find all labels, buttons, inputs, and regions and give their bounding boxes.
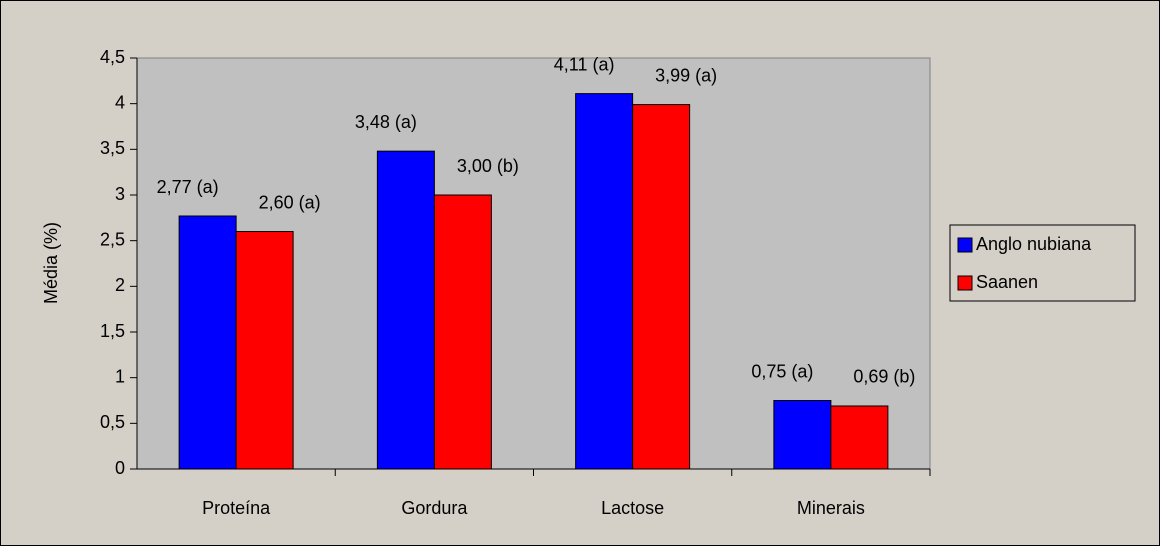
bar: [235, 231, 294, 470]
value-label: 3,48 (a): [355, 112, 417, 132]
y-tick-label: 0,5: [100, 412, 125, 432]
y-tick-label: 3,5: [100, 138, 125, 158]
value-label: 0,75 (a): [751, 361, 813, 381]
legend-label: Anglo nubiana: [976, 234, 1092, 254]
value-label: 2,60 (a): [259, 192, 321, 212]
value-label: 0,69 (b): [853, 367, 915, 387]
y-tick-label: 4: [115, 92, 125, 112]
bar: [773, 400, 832, 470]
legend-label: Saanen: [976, 272, 1038, 292]
y-tick-label: 2: [115, 275, 125, 295]
y-tick-label: 1: [115, 366, 125, 386]
legend-box: [949, 224, 1136, 302]
bar: [830, 405, 889, 470]
y-axis-label: Média (%): [41, 222, 61, 304]
y-tick-label: 0: [115, 458, 125, 478]
legend-swatch: [957, 275, 973, 291]
bar: [575, 93, 634, 470]
x-tick-label: Proteína: [202, 498, 271, 518]
value-label: 3,99 (a): [655, 65, 717, 85]
y-tick-label: 1,5: [100, 321, 125, 341]
x-tick-label: Minerais: [797, 498, 865, 518]
y-tick-label: 4,5: [100, 47, 125, 67]
value-label: 2,77 (a): [157, 177, 219, 197]
x-tick-label: Lactose: [601, 498, 664, 518]
bar: [376, 150, 435, 470]
bar: [178, 215, 237, 470]
value-label: 4,11 (a): [554, 54, 615, 74]
bar: [632, 104, 691, 470]
bar: [433, 194, 492, 470]
y-tick-label: 2,5: [100, 229, 125, 249]
y-tick-label: 3: [115, 184, 125, 204]
value-label: 3,00 (b): [457, 156, 519, 176]
legend-swatch: [957, 237, 973, 253]
x-tick-label: Gordura: [401, 498, 468, 518]
